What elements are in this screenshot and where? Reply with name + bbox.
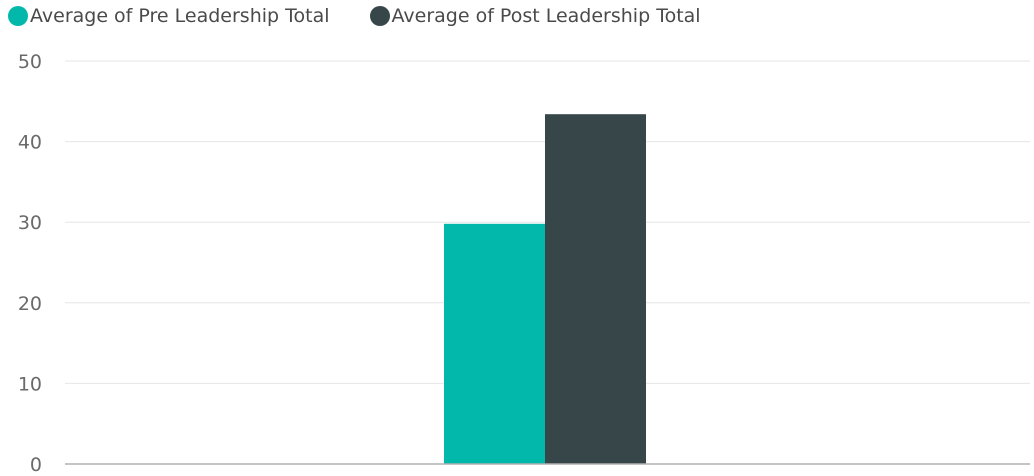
legend-marker-pre — [8, 6, 28, 26]
y-tick-label: 0 — [30, 454, 42, 476]
y-tick-label: 50 — [18, 51, 42, 73]
y-tick-label: 30 — [18, 212, 42, 234]
legend-label-pre: Average of Pre Leadership Total — [30, 5, 330, 27]
legend-item-pre[interactable]: Average of Pre Leadership Total — [8, 5, 330, 27]
y-tick-label: 40 — [18, 132, 42, 154]
legend-item-post[interactable]: Average of Post Leadership Total — [369, 5, 701, 27]
bar-pre-leadership[interactable] — [444, 223, 545, 464]
y-tick-label: 10 — [18, 373, 42, 395]
legend-marker-post — [369, 6, 390, 26]
bar-post-leadership[interactable] — [545, 114, 646, 465]
bars — [444, 114, 646, 465]
chart-legend: Average of Pre Leadership Total Average … — [8, 4, 741, 28]
y-axis-labels: 0 10 20 30 40 50 — [18, 51, 42, 476]
legend-label-post: Average of Post Leadership Total — [391, 5, 701, 27]
y-tick-label: 20 — [18, 293, 42, 315]
